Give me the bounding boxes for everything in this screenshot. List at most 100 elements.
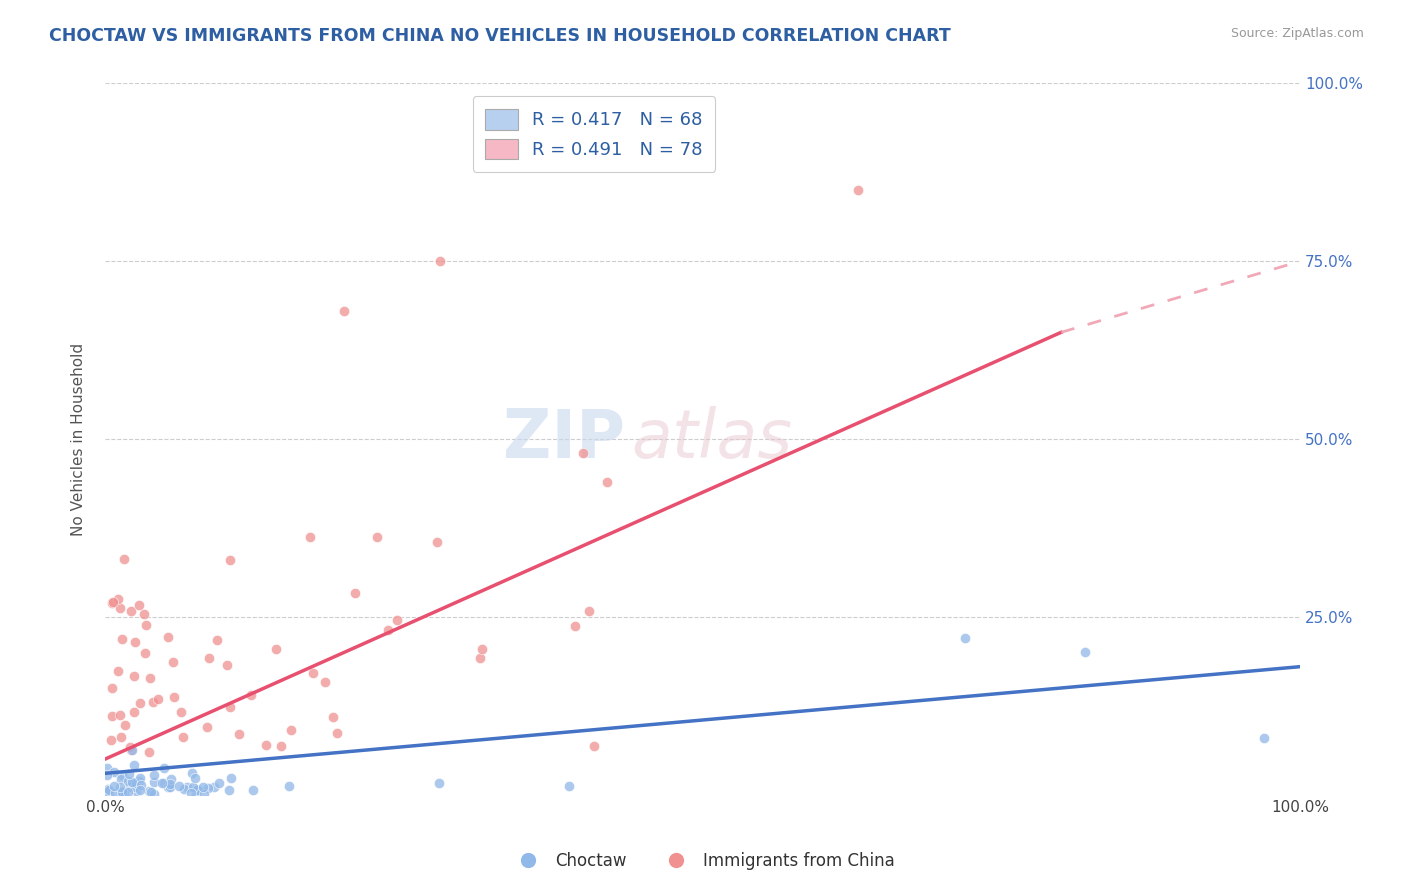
Point (172, 731, 194, 745)
Point (110, 730, 132, 744)
Text: Source: ZipAtlas.com: Source: ZipAtlas.com (1230, 27, 1364, 40)
Point (377, 623, 399, 637)
Point (142, 696, 165, 710)
Point (1253, 731, 1275, 745)
Point (426, 534, 449, 549)
Point (125, 783, 148, 797)
Point (176, 780, 198, 794)
Point (150, 776, 173, 790)
Point (122, 705, 145, 719)
Point (180, 786, 202, 800)
Point (270, 739, 292, 753)
Point (129, 696, 152, 710)
Point (205, 632, 228, 647)
Point (427, 776, 450, 790)
Point (118, 767, 141, 781)
Point (128, 773, 150, 788)
Point (153, 776, 176, 790)
Point (197, 781, 219, 796)
Point (219, 771, 242, 785)
Point (343, 586, 366, 600)
Point (132, 607, 155, 621)
Point (111, 785, 134, 799)
Point (110, 772, 132, 786)
Point (108, 707, 131, 722)
Point (103, 786, 125, 800)
Point (163, 690, 186, 705)
Point (314, 674, 336, 689)
Point (114, 718, 136, 732)
Point (326, 725, 349, 739)
Text: ZIP: ZIP (503, 406, 624, 472)
Point (156, 780, 179, 795)
Point (129, 782, 152, 797)
Point (366, 530, 388, 544)
Point (97, 783, 120, 797)
Point (385, 613, 408, 627)
Point (139, 784, 162, 798)
Point (142, 768, 165, 782)
Point (162, 655, 184, 669)
Legend: R = 0.417   N = 68, R = 0.491   N = 78: R = 0.417 N = 68, R = 0.491 N = 78 (472, 96, 716, 172)
Point (111, 784, 134, 798)
Point (181, 780, 204, 795)
Y-axis label: No Vehicles in Household: No Vehicles in Household (72, 343, 86, 535)
Point (468, 651, 491, 665)
Point (128, 771, 150, 785)
Point (96, 768, 118, 782)
Point (219, 700, 242, 714)
Point (193, 787, 215, 801)
Point (582, 739, 605, 753)
Point (159, 780, 181, 795)
Point (128, 598, 150, 612)
Point (596, 475, 619, 489)
Point (108, 601, 131, 615)
Point (135, 617, 157, 632)
Point (120, 742, 142, 756)
Point (134, 646, 156, 660)
Point (218, 782, 240, 797)
Point (122, 669, 145, 683)
Point (159, 777, 181, 791)
Point (100, 709, 122, 723)
Point (193, 780, 215, 794)
Point (107, 664, 129, 678)
Point (117, 773, 139, 788)
Point (429, 254, 451, 268)
Point (278, 779, 301, 793)
Point (217, 657, 239, 672)
Point (146, 692, 169, 706)
Legend: Choctaw, Immigrants from China: Choctaw, Immigrants from China (505, 846, 901, 877)
Point (122, 758, 145, 772)
Point (187, 783, 209, 797)
Point (153, 761, 176, 775)
Point (98, 787, 121, 801)
Point (129, 778, 152, 792)
Point (142, 775, 165, 789)
Point (112, 552, 135, 566)
Point (846, 183, 869, 197)
Point (239, 688, 262, 702)
Point (125, 776, 148, 790)
Point (572, 446, 595, 460)
Point (181, 765, 204, 780)
Point (170, 705, 193, 719)
Point (266, 641, 288, 656)
Point (111, 632, 134, 646)
Point (96, 781, 118, 796)
Point (198, 651, 221, 665)
Point (302, 666, 325, 681)
Point (471, 641, 494, 656)
Point (156, 630, 179, 644)
Point (139, 671, 162, 685)
Point (117, 785, 139, 799)
Point (107, 592, 129, 607)
Point (202, 780, 225, 794)
Point (173, 781, 195, 796)
Point (103, 780, 125, 794)
Point (124, 777, 146, 791)
Point (333, 304, 356, 318)
Point (219, 552, 242, 566)
Point (138, 745, 160, 759)
Point (160, 772, 183, 787)
